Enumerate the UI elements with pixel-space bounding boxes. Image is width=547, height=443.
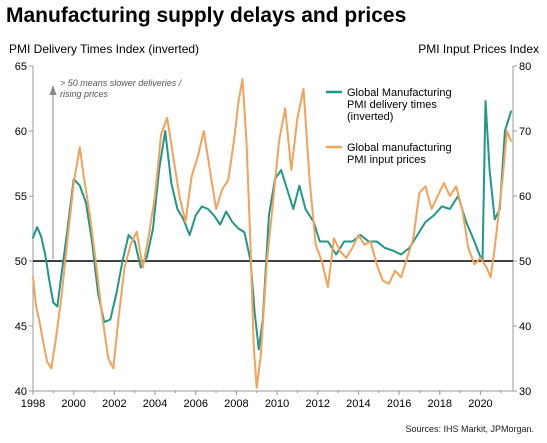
- x-tick-label: 2000: [61, 398, 85, 410]
- right-tick-label: 50: [519, 256, 531, 268]
- left-tick-label: 60: [15, 126, 27, 138]
- right-tick-label: 40: [519, 321, 531, 333]
- legend-label-prices: Global manufacturing: [347, 142, 452, 154]
- x-tick-label: 2014: [346, 398, 370, 410]
- legend-label-prices: PMI input prices: [347, 154, 426, 166]
- right-tick-label: 70: [519, 126, 531, 138]
- x-tick-label: 2004: [143, 398, 167, 410]
- source-note: Sources: IHS Markit, JPMorgan.: [405, 424, 534, 434]
- x-tick-label: 2006: [183, 398, 207, 410]
- series-line-input-prices: [32, 78, 512, 389]
- x-tick-label: 2008: [224, 398, 248, 410]
- legend-label-delivery: (inverted): [347, 111, 393, 123]
- left-tick-label: 55: [15, 191, 27, 203]
- left-tick-label: 65: [15, 61, 27, 73]
- chart-title: Manufacturing supply delays and prices: [6, 4, 407, 27]
- x-tick-label: 2016: [387, 398, 411, 410]
- left-tick-label: 45: [15, 321, 27, 333]
- legend-label-delivery: PMI delivery times: [347, 99, 437, 111]
- x-tick-label: 1998: [21, 398, 45, 410]
- right-tick-label: 60: [519, 191, 531, 203]
- right-tick-label: 80: [519, 61, 531, 73]
- x-tick-label: 2002: [102, 398, 126, 410]
- x-tick-label: 2012: [306, 398, 330, 410]
- x-tick-label: 2018: [428, 398, 452, 410]
- annotation-arrow-head: [49, 85, 57, 95]
- x-tick-label: 2010: [265, 398, 289, 410]
- x-tick-label: 2020: [468, 398, 492, 410]
- right-tick-label: 30: [519, 386, 531, 398]
- left-tick-label: 50: [15, 256, 27, 268]
- left-tick-label: 40: [15, 386, 27, 398]
- annotation-text: rising prices: [60, 89, 109, 99]
- left-axis-label: PMI Delivery Times Index (inverted): [9, 42, 200, 56]
- legend-label-delivery: Global Manufacturing: [347, 87, 452, 99]
- annotation-text: > 50 means slower deliveries /: [60, 78, 183, 88]
- right-axis-label: PMI Input Prices Index: [418, 42, 539, 56]
- series-line-delivery-times: [32, 100, 512, 351]
